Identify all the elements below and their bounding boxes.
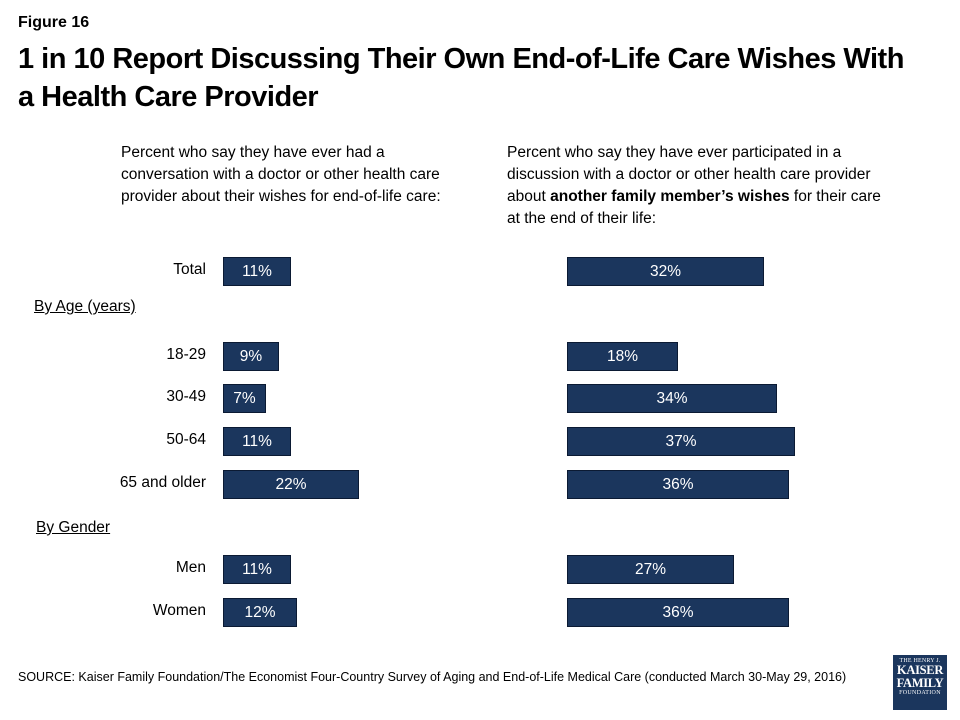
family-wishes-bar: 18%	[567, 342, 678, 371]
row-label: Total	[173, 261, 206, 278]
logo-line-1: THE HENRY J.	[899, 658, 941, 664]
right-chart-subtitle: Percent who say they have ever participa…	[507, 142, 897, 230]
family-wishes-bar: 36%	[567, 470, 789, 499]
family-wishes-bar: 34%	[567, 384, 777, 413]
left-chart-subtitle: Percent who say they have ever had a con…	[121, 144, 441, 205]
section-header-age: By Age (years)	[34, 298, 136, 315]
family-wishes-bar: 36%	[567, 598, 789, 627]
source-note: SOURCE: Kaiser Family Foundation/The Eco…	[18, 670, 847, 684]
right-subtitle-text-1: Percent who say they have ever participa…	[507, 144, 871, 205]
row-label: 18-29	[166, 346, 206, 363]
own-wishes-bar: 11%	[223, 427, 291, 456]
row-label: Women	[152, 602, 206, 619]
chart-title: 1 in 10 Report Discussing Their Own End-…	[18, 43, 904, 113]
right-subtitle-text-2: for their care at the end of their life:	[507, 188, 881, 227]
section-header-gender: By Gender	[36, 519, 111, 536]
logo-line-4: FOUNDATION	[899, 690, 941, 696]
family-wishes-bar: 27%	[567, 555, 734, 584]
row-label: 65 and older	[119, 474, 206, 491]
own-wishes-bar: 11%	[223, 555, 291, 584]
row-label: 30-49	[166, 388, 206, 405]
own-wishes-bar: 9%	[223, 342, 279, 371]
own-wishes-bar: 7%	[223, 384, 266, 413]
family-wishes-bar: 37%	[567, 427, 795, 456]
figure-label: Figure 16	[18, 14, 90, 31]
right-subtitle-bold: another family member’s wishes	[550, 188, 790, 205]
logo-line-2: KAISER	[896, 663, 944, 677]
own-wishes-bar: 12%	[223, 598, 297, 627]
row-label: Men	[175, 559, 206, 576]
kff-logo: THE HENRY J. KAISER FAMILY FOUNDATION	[893, 655, 947, 710]
logo-line-3: FAMILY	[896, 676, 944, 690]
row-label: 50-64	[166, 431, 206, 448]
own-wishes-bar: 22%	[223, 470, 359, 499]
family-wishes-bar: 32%	[567, 257, 764, 286]
own-wishes-bar: 11%	[223, 257, 291, 286]
